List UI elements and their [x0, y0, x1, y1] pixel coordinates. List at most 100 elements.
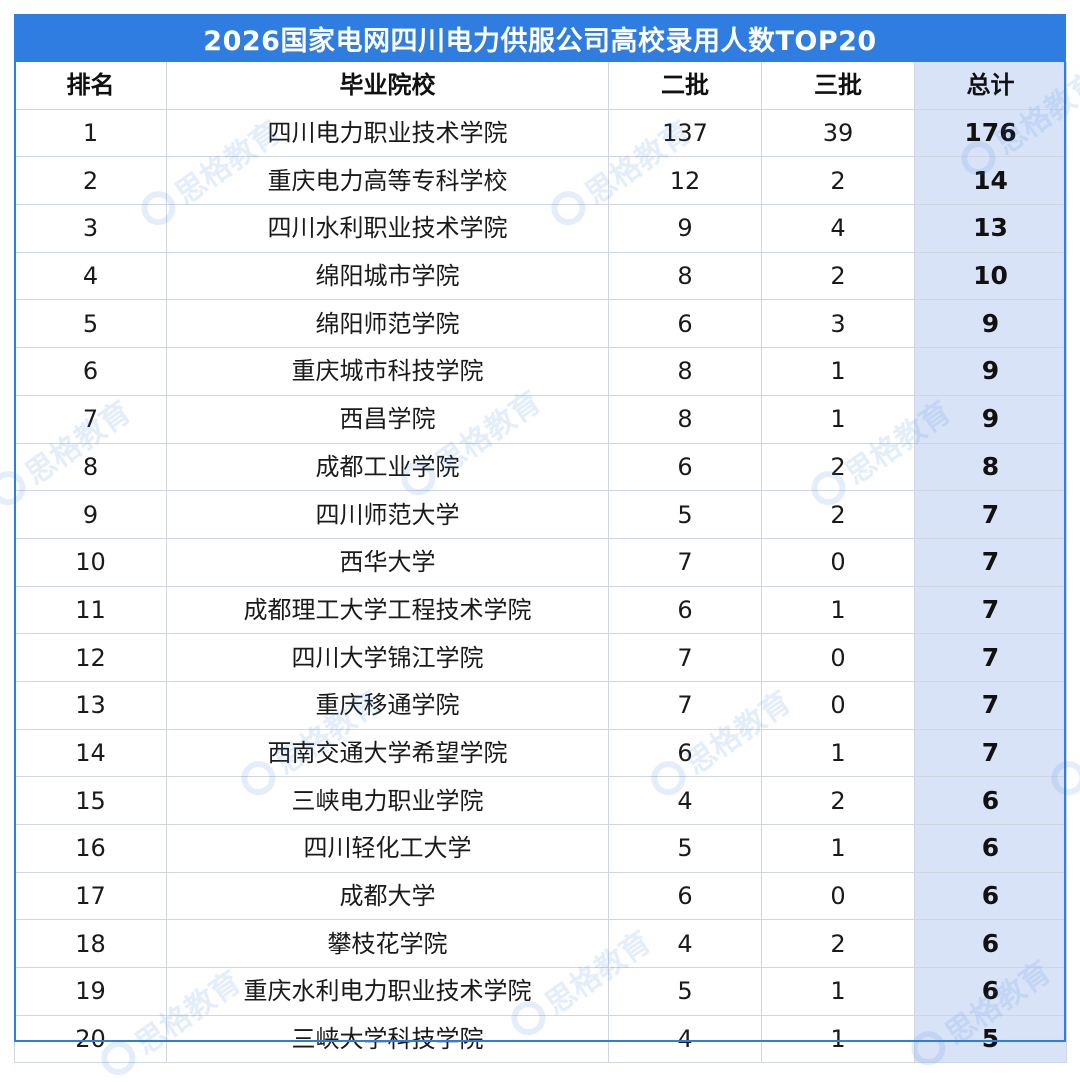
table-row: 1 四川电力职业技术学院 137 39 176 [14, 108, 1067, 158]
table-row: 11 成都理工大学工程技术学院 6 1 7 [14, 585, 1067, 635]
batch2-cell: 7 [608, 633, 762, 682]
table-row: 15 三峡电力职业学院 4 2 6 [14, 776, 1067, 825]
total-cell: 6 [914, 967, 1067, 1016]
table-row: 9 四川师范大学 5 2 7 [14, 490, 1067, 539]
total-cell: 6 [914, 776, 1067, 825]
school-cell: 四川水利职业技术学院 [166, 204, 609, 253]
batch3-cell: 1 [761, 347, 915, 396]
school-cell: 西昌学院 [166, 394, 609, 444]
rank-cell: 16 [14, 824, 167, 873]
batch2-cell: 5 [608, 490, 762, 539]
batch3-cell: 2 [761, 776, 915, 825]
table-header-row: 排名 毕业院校 二批 三批 总计 [14, 62, 1067, 110]
batch3-cell: 39 [761, 108, 915, 158]
batch2-cell: 6 [608, 442, 762, 492]
table-body: 1 四川电力职业技术学院 137 39 176 2 重庆电力高等专科学校 12 2 14 3 四川水利… [14, 108, 1067, 1064]
rank-cell: 17 [14, 871, 167, 921]
total-cell: 7 [914, 728, 1067, 778]
rank-cell: 5 [14, 299, 167, 349]
batch2-cell: 6 [608, 299, 762, 349]
total-cell: 13 [914, 204, 1067, 253]
rank-cell: 10 [14, 537, 167, 587]
batch2-cell: 4 [608, 919, 762, 969]
batch2-cell: 7 [608, 537, 762, 587]
table-row: 3 四川水利职业技术学院 9 4 13 [14, 204, 1067, 253]
batch3-cell: 1 [761, 824, 915, 873]
batch3-cell: 1 [761, 728, 915, 778]
table-row: 20 三峡大学科技学院 4 1 5 [14, 1014, 1067, 1064]
header-total: 总计 [914, 62, 1067, 110]
school-cell: 三峡大学科技学院 [166, 1014, 609, 1064]
table-row: 13 重庆移通学院 7 0 7 [14, 680, 1067, 730]
batch3-cell: 4 [761, 204, 915, 253]
total-cell: 7 [914, 633, 1067, 682]
total-cell: 8 [914, 442, 1067, 492]
table-row: 12 四川大学锦江学院 7 0 7 [14, 633, 1067, 682]
batch3-cell: 3 [761, 299, 915, 349]
header-batch2: 二批 [608, 62, 762, 110]
batch3-cell: 2 [761, 919, 915, 969]
rank-cell: 6 [14, 347, 167, 396]
rank-cell: 3 [14, 204, 167, 253]
total-cell: 9 [914, 347, 1067, 396]
batch2-cell: 8 [608, 394, 762, 444]
batch3-cell: 1 [761, 1014, 915, 1064]
rank-cell: 20 [14, 1014, 167, 1064]
rank-cell: 15 [14, 776, 167, 825]
rank-cell: 14 [14, 728, 167, 778]
rank-cell: 19 [14, 967, 167, 1016]
batch3-cell: 1 [761, 585, 915, 635]
school-cell: 西华大学 [166, 537, 609, 587]
school-cell: 绵阳师范学院 [166, 299, 609, 349]
school-cell: 四川轻化工大学 [166, 824, 609, 873]
batch2-cell: 5 [608, 824, 762, 873]
total-cell: 9 [914, 299, 1067, 349]
total-cell: 5 [914, 1014, 1067, 1064]
school-cell: 四川电力职业技术学院 [166, 108, 609, 158]
header-school: 毕业院校 [166, 62, 609, 110]
batch3-cell: 1 [761, 967, 915, 1016]
table-row: 14 西南交通大学希望学院 6 1 7 [14, 728, 1067, 778]
batch3-cell: 2 [761, 156, 915, 206]
header-batch3: 三批 [761, 62, 915, 110]
rank-cell: 13 [14, 680, 167, 730]
table-row: 2 重庆电力高等专科学校 12 2 14 [14, 156, 1067, 206]
table-row: 18 攀枝花学院 4 2 6 [14, 919, 1067, 969]
batch2-cell: 12 [608, 156, 762, 206]
watermark-text: 思格教育 [1075, 678, 1080, 783]
batch3-cell: 2 [761, 251, 915, 301]
batch3-cell: 1 [761, 394, 915, 444]
page-title: 2026国家电网四川电力供服公司高校录用人数TOP20 [14, 14, 1066, 62]
total-cell: 7 [914, 680, 1067, 730]
ranking-table: 排名 毕业院校 二批 三批 总计 1 四川电力职业技术学院 137 39 176 2 重庆电… [14, 62, 1067, 1064]
batch2-cell: 7 [608, 680, 762, 730]
batch3-cell: 2 [761, 490, 915, 539]
school-cell: 攀枝花学院 [166, 919, 609, 969]
total-cell: 7 [914, 537, 1067, 587]
batch3-cell: 0 [761, 871, 915, 921]
school-cell: 三峡电力职业学院 [166, 776, 609, 825]
total-cell: 176 [914, 108, 1067, 158]
total-cell: 6 [914, 871, 1067, 921]
table-row: 16 四川轻化工大学 5 1 6 [14, 824, 1067, 873]
batch2-cell: 8 [608, 251, 762, 301]
batch3-cell: 0 [761, 680, 915, 730]
school-cell: 重庆城市科技学院 [166, 347, 609, 396]
total-cell: 14 [914, 156, 1067, 206]
table-row: 19 重庆水利电力职业技术学院 5 1 6 [14, 967, 1067, 1016]
school-cell: 重庆移通学院 [166, 680, 609, 730]
school-cell: 绵阳城市学院 [166, 251, 609, 301]
batch2-cell: 6 [608, 871, 762, 921]
rank-cell: 12 [14, 633, 167, 682]
school-cell: 四川师范大学 [166, 490, 609, 539]
batch2-cell: 137 [608, 108, 762, 158]
batch2-cell: 6 [608, 585, 762, 635]
school-cell: 重庆水利电力职业技术学院 [166, 967, 609, 1016]
school-cell: 成都工业学院 [166, 442, 609, 492]
rank-cell: 4 [14, 251, 167, 301]
batch2-cell: 9 [608, 204, 762, 253]
batch3-cell: 0 [761, 633, 915, 682]
batch3-cell: 0 [761, 537, 915, 587]
total-cell: 7 [914, 585, 1067, 635]
rank-cell: 2 [14, 156, 167, 206]
